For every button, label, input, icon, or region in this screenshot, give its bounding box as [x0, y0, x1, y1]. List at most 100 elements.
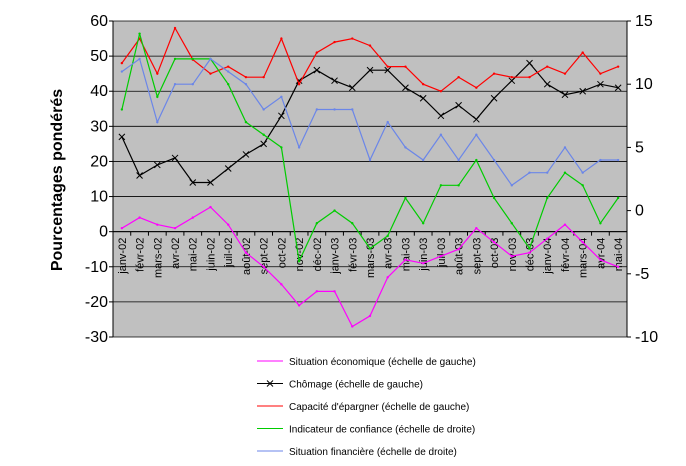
legend-marker — [266, 380, 274, 387]
data-point — [351, 325, 354, 328]
marker-stroke — [402, 84, 409, 92]
data-point — [297, 259, 301, 263]
x-tick-label: déc-03 — [525, 238, 537, 272]
x-tick-label: oct-02 — [276, 238, 288, 269]
data-point — [315, 290, 319, 293]
data-point — [348, 84, 356, 92]
x-tick-label: mars-03 — [365, 238, 377, 278]
data-point — [173, 57, 177, 61]
data-point — [492, 158, 496, 162]
x-tick-label: juin-03 — [418, 238, 430, 272]
data-point — [510, 255, 513, 258]
marker-stroke — [490, 94, 498, 102]
data-point — [616, 158, 620, 162]
data-point — [368, 44, 372, 47]
data-point — [120, 61, 124, 65]
data-point — [297, 83, 301, 86]
data-point — [262, 108, 265, 111]
data-point — [366, 66, 374, 74]
data-point — [546, 171, 549, 174]
right-tick-label: 15 — [635, 13, 653, 30]
marker-stroke — [384, 66, 392, 74]
data-point — [457, 184, 460, 187]
x-tick-label: mars-02 — [152, 238, 164, 278]
data-point — [171, 154, 179, 162]
marker-stroke — [171, 154, 179, 162]
marker-stroke — [472, 115, 480, 123]
data-point — [528, 75, 531, 79]
left-tick-label: 50 — [90, 48, 108, 65]
right-tick-label: 0 — [635, 203, 644, 220]
data-point — [191, 57, 194, 61]
data-point — [156, 72, 159, 75]
marker-stroke — [561, 91, 569, 99]
legend-label: Situation économique (échelle de gauche) — [289, 357, 476, 368]
data-point — [315, 108, 319, 111]
y-axis-title: Pourcentages pondérés — [49, 89, 66, 271]
data-point — [599, 158, 602, 162]
data-point — [138, 32, 141, 35]
data-point — [120, 108, 124, 111]
left-axis-ticks: 60 50 40 30 20 10 0 -10 -20 -30 — [85, 13, 113, 346]
marker-stroke — [189, 179, 197, 186]
data-point — [227, 65, 230, 68]
data-point — [563, 72, 567, 75]
marker-stroke — [366, 66, 374, 74]
x-tick-label: avr-03 — [383, 238, 395, 269]
data-point — [156, 95, 159, 99]
data-point — [118, 133, 126, 141]
x-tick-label: août-03 — [454, 238, 466, 275]
data-point — [475, 133, 478, 136]
data-point — [563, 146, 567, 149]
data-point — [156, 120, 159, 124]
data-point — [581, 171, 584, 174]
data-point — [120, 70, 124, 73]
data-point — [333, 40, 336, 44]
data-point — [528, 171, 531, 174]
data-point — [599, 72, 602, 75]
marker-stroke — [278, 112, 285, 120]
marker-stroke — [543, 80, 551, 88]
marker-stroke — [313, 66, 321, 74]
data-point — [492, 72, 496, 75]
data-point — [368, 247, 372, 250]
data-point — [546, 237, 549, 240]
marker-stroke — [242, 151, 250, 158]
data-point — [280, 283, 283, 286]
data-point — [599, 222, 602, 225]
data-point — [384, 66, 392, 74]
data-point — [563, 171, 567, 174]
data-point — [402, 84, 409, 92]
data-point — [280, 95, 283, 99]
x-tick-label: févr-03 — [347, 238, 359, 272]
data-point — [280, 37, 283, 40]
data-point — [457, 75, 460, 79]
legend-label: Situation financière (échelle de droite) — [289, 447, 457, 458]
marker-stroke — [295, 77, 303, 85]
x-tick-label: nov-03 — [507, 238, 519, 272]
marker-stroke — [348, 84, 356, 92]
data-point — [614, 84, 622, 92]
x-tick-label: juil-03 — [436, 238, 448, 268]
left-tick-label: -10 — [85, 259, 108, 276]
x-tick-label: janv-02 — [117, 238, 129, 275]
x-tick-label: avr-02 — [170, 238, 182, 269]
marker-stroke — [614, 84, 622, 92]
data-point — [173, 83, 177, 86]
data-point — [351, 108, 354, 111]
legend-label: Chômage (échelle de gauche) — [289, 380, 423, 391]
data-point — [386, 234, 389, 238]
x-tick-label: janv-04 — [542, 238, 554, 275]
data-point — [244, 120, 248, 124]
x-tick-label: mai-04 — [613, 238, 625, 272]
data-point — [546, 196, 549, 200]
data-point — [315, 222, 319, 225]
marker-stroke — [508, 77, 516, 85]
data-point — [437, 112, 445, 120]
data-point — [526, 59, 533, 67]
data-point — [563, 223, 567, 226]
data-point — [297, 146, 301, 149]
data-point — [597, 80, 604, 88]
data-point — [368, 158, 372, 162]
marker-stroke — [437, 112, 445, 120]
